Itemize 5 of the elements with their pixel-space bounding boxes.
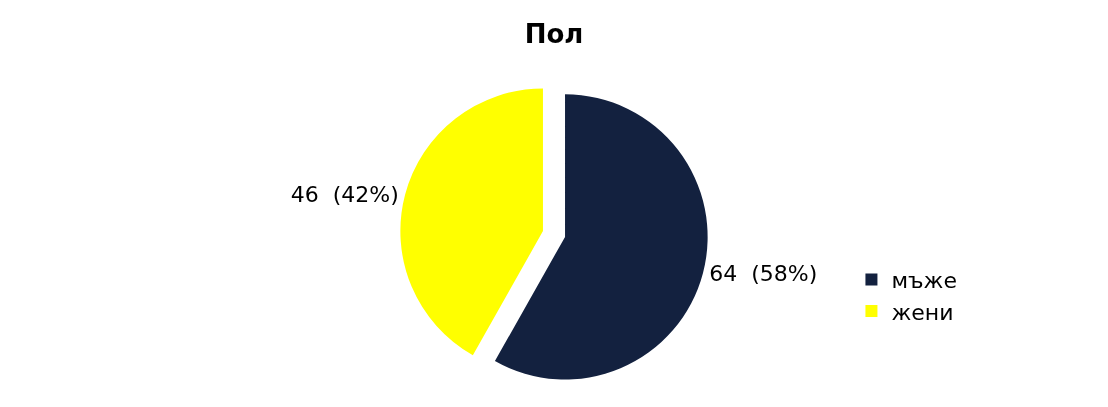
data-label: 64 (58%) [709, 261, 818, 287]
legend-label: мъже [891, 267, 957, 293]
legend-label: жени [891, 299, 954, 325]
data-label: 46 (42%) [290, 181, 399, 207]
chart-title: Пол [524, 18, 584, 49]
